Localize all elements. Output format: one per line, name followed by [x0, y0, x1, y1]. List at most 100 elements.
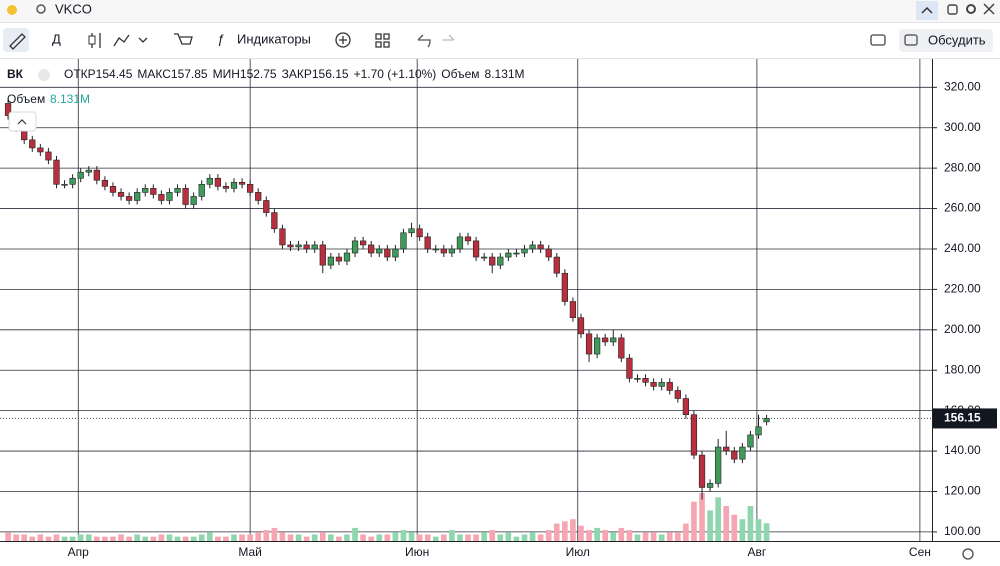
chart-type-dropdown[interactable]	[138, 37, 148, 43]
chart-type-icon[interactable]	[113, 34, 130, 47]
volume-bar	[763, 523, 770, 541]
candle-body	[610, 337, 617, 343]
volume-bar	[5, 532, 11, 541]
candle-body	[109, 186, 117, 193]
candles-icon-body	[88, 35, 96, 45]
volume-bar	[198, 534, 205, 541]
candle-body	[432, 248, 439, 251]
candle-body	[674, 390, 681, 399]
candle-body	[626, 357, 633, 379]
snapshot-button[interactable]	[870, 34, 886, 46]
collapse-icon	[921, 6, 933, 14]
collapse-legend[interactable]	[8, 111, 37, 132]
candle-body	[602, 337, 609, 343]
candle-body	[37, 147, 44, 153]
candle-body	[190, 196, 197, 205]
candle-body	[650, 382, 657, 387]
legend-open-label: ОТКР	[64, 67, 96, 81]
candle-body	[45, 151, 52, 161]
volume-bar	[166, 534, 173, 541]
volume-bar	[505, 532, 512, 541]
indicators-button[interactable]: Индикаторы	[237, 31, 311, 46]
candle-body	[142, 188, 149, 193]
volume-bar	[634, 534, 641, 541]
candle-body	[117, 192, 125, 197]
candle-body	[594, 337, 601, 355]
discuss-button[interactable]	[899, 29, 993, 52]
layout-button[interactable]	[375, 33, 390, 48]
legend-low-label: МИН	[213, 67, 240, 81]
candle-body	[747, 434, 754, 448]
fx-icon: ƒ	[217, 31, 224, 46]
volume-bar	[150, 536, 157, 541]
candle-body	[634, 378, 641, 380]
axes: 100.00120.00140.00160.00180.00200.00220.…	[68, 79, 997, 559]
redo-button[interactable]	[442, 34, 455, 41]
volume-bar	[739, 519, 746, 541]
window-button[interactable]	[947, 4, 958, 15]
cart-icon[interactable]	[174, 33, 193, 45]
symbol-name: ВК	[7, 67, 24, 81]
undo-button[interactable]	[417, 34, 431, 48]
candle-body	[303, 244, 310, 250]
candle-body	[529, 244, 536, 250]
volume-bar	[618, 527, 625, 541]
volume-bar	[182, 536, 189, 541]
candle-body	[481, 256, 488, 259]
volume-bar	[449, 530, 455, 541]
status-dot	[7, 5, 17, 15]
volume-bar	[416, 534, 423, 541]
interval-button[interactable]: Д	[52, 31, 61, 46]
top-bar	[0, 0, 1000, 22]
candle-body	[222, 186, 230, 189]
search-icon[interactable]	[36, 4, 46, 14]
candle-body	[505, 252, 512, 258]
candle-body	[690, 414, 698, 456]
volume-bar	[707, 510, 713, 541]
volume-bar	[206, 532, 213, 541]
candle-body	[416, 228, 423, 238]
candle-body	[206, 177, 213, 185]
settings-button[interactable]	[966, 4, 976, 14]
volume-bar	[537, 534, 544, 541]
volume-bar	[650, 532, 657, 541]
legend-change: +1.70 (+1.10%)	[354, 67, 437, 81]
candle-body	[359, 240, 367, 246]
close-button[interactable]	[983, 3, 995, 15]
candle-body	[343, 252, 351, 262]
y-tick-label: 120.00	[944, 484, 981, 498]
symbol-search[interactable]: VKCO	[55, 1, 92, 16]
volume-bar	[553, 523, 560, 541]
y-tick-label: 100.00	[944, 524, 981, 538]
candle-body	[666, 382, 673, 391]
legend-close-label: ЗАКР	[282, 67, 312, 81]
candle-body	[440, 248, 447, 254]
volume-bar	[158, 534, 165, 541]
candle-body	[408, 228, 415, 234]
x-tick-label: Апр	[68, 545, 90, 559]
volume-bar	[271, 527, 278, 541]
candle-body	[715, 446, 722, 484]
candle-body	[125, 196, 133, 201]
collapse-button[interactable]	[916, 1, 938, 20]
settings-button[interactable]	[962, 548, 974, 560]
volume-bar	[497, 534, 504, 541]
volume-bar	[594, 527, 600, 541]
candle-body	[263, 200, 270, 213]
candle-body	[134, 192, 141, 201]
discuss-icon	[904, 34, 918, 46]
candle-body	[521, 248, 528, 254]
volume-bar	[102, 536, 108, 541]
candle-body	[384, 248, 391, 258]
candle-body	[706, 483, 714, 488]
volume-bar	[723, 506, 730, 541]
volume-bar	[134, 534, 141, 541]
volume-bar	[586, 530, 592, 541]
legend-toggle[interactable]	[38, 69, 50, 81]
candle-body	[158, 194, 165, 201]
candle-body	[658, 382, 665, 387]
volume-bar	[21, 534, 28, 541]
volume-value: 8.131M	[50, 92, 90, 106]
candle-body	[319, 244, 326, 266]
add-button[interactable]	[335, 32, 351, 48]
